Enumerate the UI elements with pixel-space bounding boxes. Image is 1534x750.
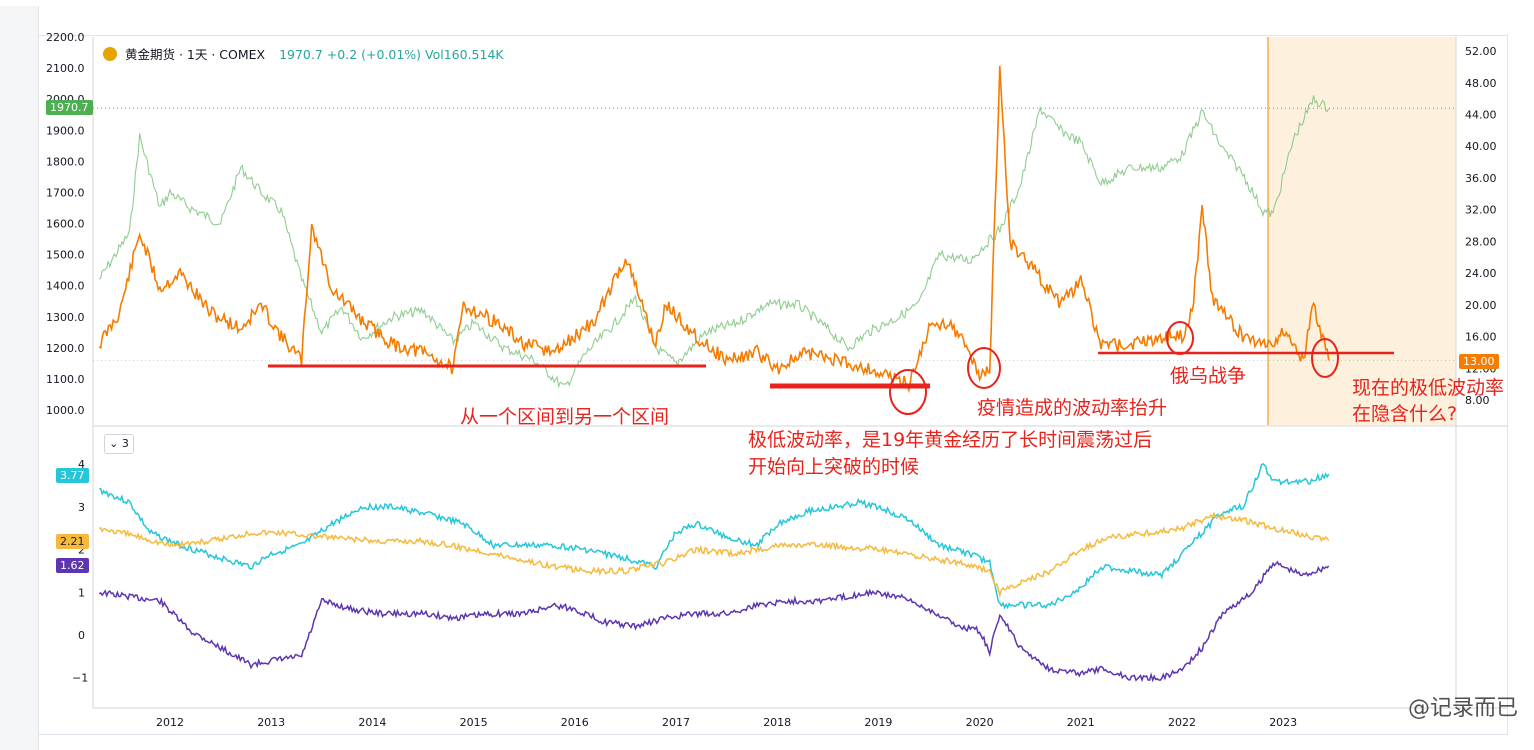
sub-axis-tick: 1 [78, 586, 85, 599]
sub-axis-tick: 0 [78, 629, 85, 642]
left-axis-tick: 1800.0 [46, 155, 85, 168]
left-axis-tick: 1600.0 [46, 218, 85, 231]
time-axis-tick: 2018 [763, 716, 791, 729]
gold-coin-icon [103, 47, 117, 61]
series-volatility [98, 65, 1330, 394]
left-axis-tick: 1400.0 [46, 280, 85, 293]
annotation-now-circle [1311, 338, 1339, 378]
sub-axis-tick: 3 [78, 501, 85, 514]
annotation-lowvol-circle [889, 369, 927, 415]
right-axis-tick: 32.00 [1465, 204, 1497, 217]
legend-values: 1970.7 +0.2 (+0.01%) Vol160.514K [279, 47, 504, 62]
annotation-now-2: 在隐含什么? [1352, 403, 1458, 425]
purple-badge: 1.62 [56, 558, 89, 573]
right-axis-tick: 8.00 [1465, 394, 1490, 407]
time-axis-tick: 2015 [460, 716, 488, 729]
right-axis-tick: 20.00 [1465, 299, 1497, 312]
annotation-now-1: 现在的极低波动率 [1352, 377, 1505, 399]
annotation-covid-circle [967, 347, 1001, 389]
left-axis-tick: 1000.0 [46, 404, 85, 417]
time-axis-tick: 2020 [966, 716, 994, 729]
top-toolbar-edge [0, 0, 1534, 6]
time-axis-tick: 2017 [662, 716, 690, 729]
time-axis-tick: 2021 [1067, 716, 1095, 729]
time-axis-tick: 2014 [358, 716, 386, 729]
annotation-range: 从一个区间到另一个区间 [460, 406, 670, 428]
time-axis-tick: 2013 [257, 716, 285, 729]
legend-symbol[interactable]: 黄金期货 · 1天 · COMEX [124, 47, 266, 62]
right-axis-tick: 44.00 [1465, 109, 1497, 122]
sub-axis-tick: 2 [78, 544, 85, 557]
left-axis-tick: 1100.0 [46, 373, 85, 386]
right-axis-tick: 40.00 [1465, 140, 1497, 153]
time-axis-tick: 2012 [156, 716, 184, 729]
annotation-covid: 疫情造成的波动率抬升 [977, 397, 1168, 419]
annotation-war: 俄乌战争 [1170, 365, 1247, 387]
right-axis-tick: 24.00 [1465, 267, 1497, 280]
right-axis-tick: 48.00 [1465, 77, 1497, 90]
sub-axis-tick: −1 [72, 672, 88, 685]
left-axis-tick: 1900.0 [46, 124, 85, 137]
left-axis-tick: 1500.0 [46, 249, 85, 262]
pane-collapse-button[interactable]: ⌄ 3 [104, 434, 134, 454]
annotation-lowvol-2: 开始向上突破的时候 [748, 456, 920, 478]
left-axis-tick: 1700.0 [46, 186, 85, 199]
time-axis-tick: 2019 [864, 716, 892, 729]
annotation-lowvol-1: 极低波动率，是19年黄金经历了长时间震荡过后 [748, 429, 1153, 451]
yellow-badge: 2.21 [56, 534, 89, 549]
highlight-region [1268, 37, 1456, 425]
left-axis-tick: 2100.0 [46, 62, 85, 75]
series-teal [99, 462, 1330, 610]
teal-badge: 3.77 [56, 468, 89, 483]
left-axis-tick: 1300.0 [46, 311, 85, 324]
left-axis-tick: 2200.0 [46, 31, 85, 44]
right-axis-tick: 28.00 [1465, 235, 1497, 248]
chart-legend: 黄金期货 · 1天 · COMEX 1970.7 +0.2 (+0.01%) V… [103, 44, 504, 63]
left-toolbar [0, 6, 39, 750]
vol-badge: 13.00 [1459, 354, 1499, 369]
series-yellow [98, 511, 1330, 599]
annotation-war-circle [1166, 321, 1194, 355]
left-axis-tick: 1200.0 [46, 342, 85, 355]
series-gold-price [98, 95, 1330, 389]
time-axis-tick: 2022 [1168, 716, 1196, 729]
right-axis-tick: 16.00 [1465, 331, 1497, 344]
time-axis-tick: 2016 [561, 716, 589, 729]
time-axis-tick: 2023 [1269, 716, 1297, 729]
right-axis-tick: 52.00 [1465, 45, 1497, 58]
sub-axis-tick: 4 [78, 458, 85, 471]
right-axis-tick: 36.00 [1465, 172, 1497, 185]
series-purple [98, 560, 1330, 683]
price-badge: 1970.7 [46, 100, 93, 115]
watermark: @记录而已 [1407, 696, 1518, 721]
